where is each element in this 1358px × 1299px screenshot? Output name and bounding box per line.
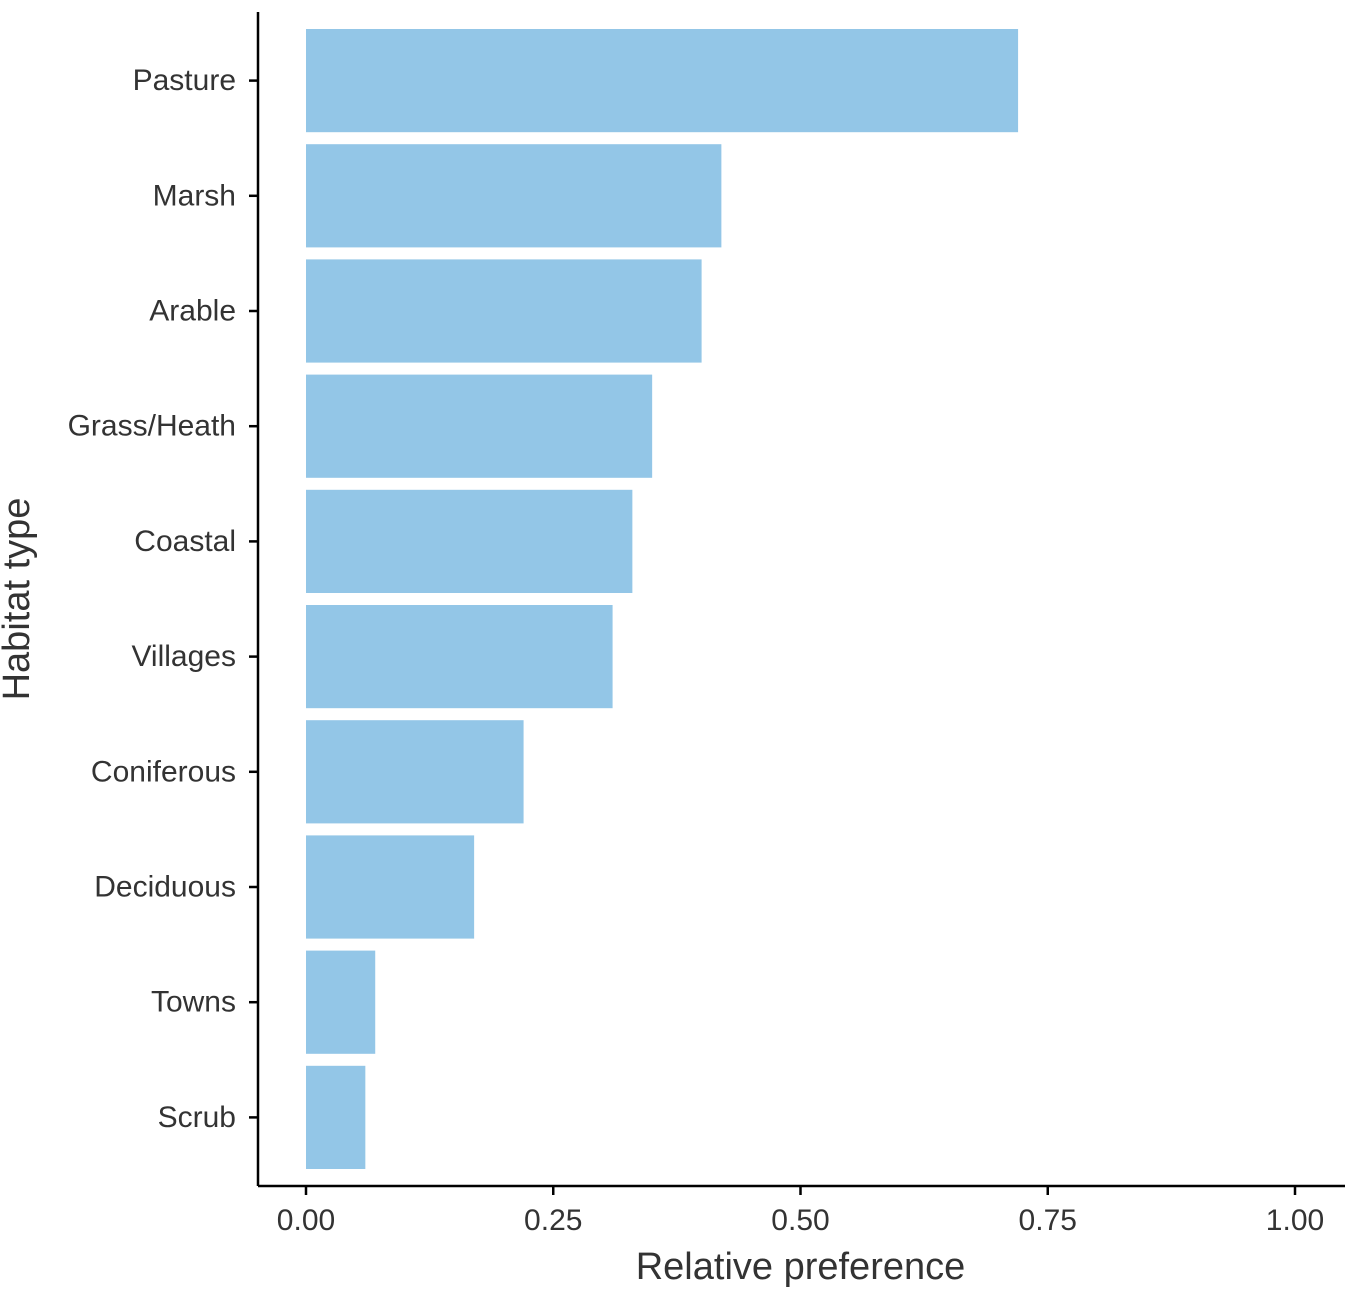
bar-deciduous: [306, 835, 475, 939]
y-axis-title: Habitat type: [0, 498, 38, 701]
y-tick-label: Pasture: [133, 64, 236, 97]
bar-scrub: [306, 1065, 366, 1169]
y-tick-label: Coniferous: [91, 755, 236, 788]
y-tick-label: Villages: [131, 640, 236, 673]
bar-arable: [306, 259, 702, 363]
bar-coniferous: [306, 720, 524, 824]
bar-pasture: [306, 29, 1019, 133]
x-tick-label: 0.00: [277, 1204, 335, 1237]
x-tick-label: 0.50: [771, 1204, 829, 1237]
bar-towns: [306, 950, 376, 1054]
bar-grass-heath: [306, 374, 653, 478]
bar-villages: [306, 605, 613, 709]
bar-coastal: [306, 489, 633, 593]
x-tick-label: 0.75: [1019, 1204, 1077, 1237]
y-tick-label: Arable: [149, 295, 236, 328]
y-tick-label: Scrub: [158, 1101, 236, 1134]
y-tick-label: Deciduous: [94, 871, 236, 904]
x-ticks-layer: 0.00 0.25 0.50 0.75 1.00: [277, 1186, 1324, 1237]
y-tick-label: Grass/Heath: [68, 410, 236, 443]
x-tick-label: 0.25: [524, 1204, 582, 1237]
y-tick-label: Towns: [151, 986, 236, 1019]
bars-layer: [306, 29, 1019, 1169]
x-axis-title: Relative preference: [636, 1246, 966, 1288]
y-tick-label: Coastal: [134, 525, 236, 558]
bar-marsh: [306, 144, 722, 248]
x-tick-label: 1.00: [1266, 1204, 1324, 1237]
y-tick-label: Marsh: [153, 179, 236, 212]
y-ticks-layer: Pasture Marsh Arable Grass/Heath Coastal Vill…: [68, 64, 258, 1134]
